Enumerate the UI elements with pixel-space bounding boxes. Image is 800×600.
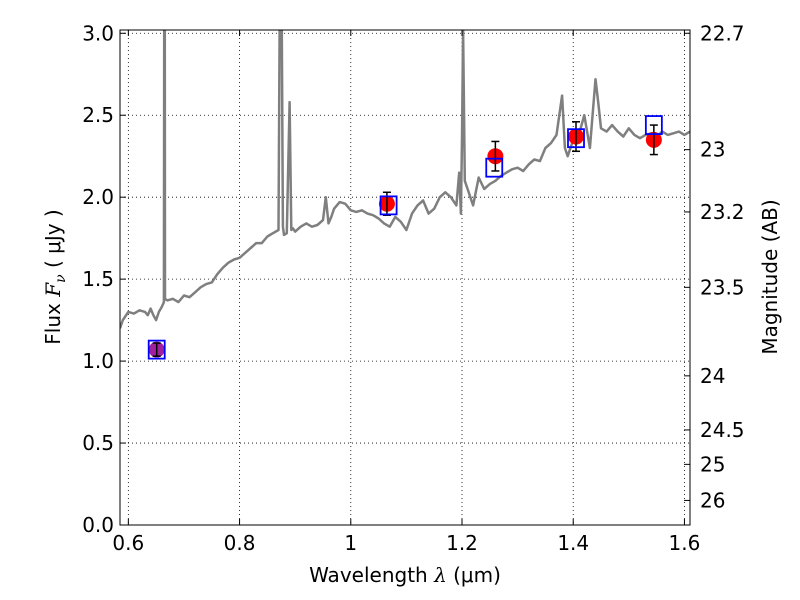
y-axis-label: Flux Fν ( μJy ) xyxy=(41,209,69,344)
model-photometry-point xyxy=(644,115,663,135)
y2-tick-label: 24 xyxy=(700,364,725,388)
model-spectrum-line xyxy=(120,30,690,329)
y2-tick-label: 24.5 xyxy=(700,418,745,442)
model-photometry-point xyxy=(567,128,585,149)
model-photometry-point xyxy=(485,157,504,178)
x-axis-label: Wavelength λ (μm) xyxy=(309,563,501,587)
model-spectrum-layer xyxy=(120,30,690,329)
y2-tick-label: 25 xyxy=(700,452,725,476)
y2-axis-label: Magnitude (AB) xyxy=(758,199,782,354)
axis-ticks: 0.6 0.8 1 1.2 1.4 1.6 0.0 0.5 1.0 1.5 2.0 2.5 3.0 22.… xyxy=(82,21,744,555)
y2-tick-label: 22.7 xyxy=(700,21,745,45)
x-tick-label: 1.2 xyxy=(446,531,478,555)
model-photometry-point xyxy=(379,195,398,216)
x-tick-label: 1 xyxy=(344,531,357,555)
y-tick-label: 1.5 xyxy=(82,267,114,291)
data-points-layer xyxy=(147,115,663,360)
y2-tick-label: 26 xyxy=(700,488,725,512)
grid xyxy=(120,30,690,526)
y-tick-label: 0.5 xyxy=(82,431,114,455)
y2-tick-label: 23.2 xyxy=(700,200,745,224)
y-tick-label: 0.0 xyxy=(82,513,114,537)
y2-tick-label: 23.5 xyxy=(700,275,745,299)
model-photometry-point xyxy=(147,339,166,360)
y2-tick-label: 23 xyxy=(700,138,725,162)
x-tick-label: 0.6 xyxy=(112,531,144,555)
x-tick-label: 1.4 xyxy=(557,531,589,555)
y-tick-label: 3.0 xyxy=(82,21,114,45)
x-tick-label: 1.6 xyxy=(669,531,701,555)
plot-frame xyxy=(119,29,691,526)
x-tick-label: 0.8 xyxy=(224,531,256,555)
y-tick-label: 1.0 xyxy=(82,349,114,373)
y-tick-label: 2.5 xyxy=(82,103,114,127)
y-tick-label: 2.0 xyxy=(82,185,114,209)
